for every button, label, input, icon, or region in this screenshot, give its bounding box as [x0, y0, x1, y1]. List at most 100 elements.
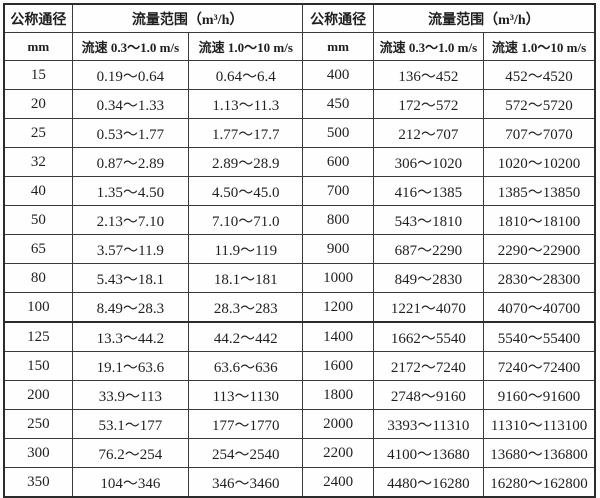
dn-cell: 80 — [3, 263, 73, 293]
low-speed-range-cell: 136～452 — [372, 60, 485, 90]
table-row: 25 0.53～1.77 1.77～17.7 500 212～707 707～7070 — [3, 118, 596, 148]
dn-cell: 700 — [302, 176, 374, 206]
dn-cell: 1600 — [302, 351, 374, 381]
high-speed-range-cell: 1385～13850 — [483, 176, 596, 206]
dn-cell: 40 — [3, 176, 73, 206]
table-row: 65 3.57～11.9 11.9～119 900 687～2290 2290～22900 — [3, 234, 596, 264]
low-speed-range-cell: 0.53～1.77 — [71, 118, 190, 148]
flow-rate-table-page: 公称通径 流量范围（m³/h） 公称通径 流量范围（m³/h） mm 流速 0.… — [3, 3, 596, 498]
table-row: 200 33.9～113 113～1130 1800 2748～9160 9160～916… — [3, 380, 596, 410]
high-speed-range-cell: 16280～162800 — [483, 467, 596, 498]
high-speed-range-cell: 572～5720 — [483, 89, 596, 119]
low-speed-range-cell: 5.43～18.1 — [71, 263, 190, 293]
high-speed-header-left: 流速 1.0～10 m/s — [188, 32, 304, 61]
low-speed-range-cell: 33.9～113 — [71, 380, 190, 410]
high-speed-range-cell: 1020～10200 — [483, 147, 596, 177]
high-speed-range-cell: 1.77～17.7 — [188, 118, 304, 148]
low-speed-range-cell: 306～1020 — [372, 147, 485, 177]
low-speed-range-cell: 19.1～63.6 — [71, 351, 190, 381]
dn-cell: 900 — [302, 234, 374, 264]
dn-cell: 450 — [302, 89, 374, 119]
high-speed-range-cell: 13680～136800 — [483, 438, 596, 468]
flow-range-header-left: 流量范围（m³/h） — [71, 3, 304, 33]
dn-cell: 150 — [3, 351, 73, 381]
low-speed-range-cell: 0.19～0.64 — [71, 60, 190, 90]
high-speed-range-cell: 5540～55400 — [483, 321, 596, 352]
table-row: 125 13.3～44.2 44.2～442 1400 1662～5540 5540～55… — [3, 321, 596, 352]
low-speed-range-cell: 8.49～28.3 — [71, 292, 190, 323]
dn-cell: 50 — [3, 205, 73, 235]
high-speed-range-cell: 2290～22900 — [483, 234, 596, 264]
low-speed-range-cell: 3.57～11.9 — [71, 234, 190, 264]
high-speed-range-cell: 18.1～181 — [188, 263, 304, 293]
low-speed-range-cell: 2172～7240 — [372, 351, 485, 381]
dn-cell: 32 — [3, 147, 73, 177]
dn-cell: 2000 — [302, 409, 374, 439]
table-row: 15 0.19～0.64 0.64～6.4 400 136～452 452～4520 — [3, 60, 596, 90]
table-row: 40 1.35～4.50 4.50～45.0 700 416～1385 1385～1385… — [3, 176, 596, 206]
low-speed-range-cell: 4100～13680 — [372, 438, 485, 468]
low-speed-range-cell: 4480～16280 — [372, 467, 485, 498]
high-speed-range-cell: 7240～72400 — [483, 351, 596, 381]
dn-cell: 1200 — [302, 292, 374, 323]
dn-cell: 200 — [3, 380, 73, 410]
high-speed-range-cell: 2.89～28.9 — [188, 147, 304, 177]
dn-cell: 2400 — [302, 467, 374, 498]
table-row: 80 5.43～18.1 18.1～181 1000 849～2830 2830～2830… — [3, 263, 596, 293]
low-speed-range-cell: 416～1385 — [372, 176, 485, 206]
low-speed-range-cell: 687～2290 — [372, 234, 485, 264]
high-speed-range-cell: 4.50～45.0 — [188, 176, 304, 206]
low-speed-range-cell: 849～2830 — [372, 263, 485, 293]
low-speed-range-cell: 212～707 — [372, 118, 485, 148]
high-speed-range-cell: 7.10～71.0 — [188, 205, 304, 235]
table-row: 32 0.87～2.89 2.89～28.9 600 306～1020 1020～1020… — [3, 147, 596, 177]
low-speed-range-cell: 3393～11310 — [372, 409, 485, 439]
low-speed-range-cell: 53.1～177 — [71, 409, 190, 439]
high-speed-range-cell: 113～1130 — [188, 380, 304, 410]
dn-cell: 100 — [3, 292, 73, 323]
dn-header-left: 公称通径 — [3, 3, 73, 33]
dn-header-right: 公称通径 — [302, 3, 374, 33]
dn-cell: 25 — [3, 118, 73, 148]
table-header-row-main: 公称通径 流量范围（m³/h） 公称通径 流量范围（m³/h） — [3, 3, 596, 33]
dn-cell: 800 — [302, 205, 374, 235]
high-speed-range-cell: 11310～113100 — [483, 409, 596, 439]
unit-header-left: mm — [3, 32, 73, 61]
high-speed-range-cell: 707～7070 — [483, 118, 596, 148]
high-speed-range-cell: 4070～40700 — [483, 292, 596, 323]
low-speed-range-cell: 543～1810 — [372, 205, 485, 235]
high-speed-range-cell: 2830～28300 — [483, 263, 596, 293]
low-speed-range-cell: 0.34～1.33 — [71, 89, 190, 119]
dn-cell: 400 — [302, 60, 374, 90]
flow-range-header-right: 流量范围（m³/h） — [372, 3, 596, 33]
high-speed-range-cell: 0.64～6.4 — [188, 60, 304, 90]
dn-cell: 65 — [3, 234, 73, 264]
table-row: 250 53.1～177 177～1770 2000 3393～11310 11310～1… — [3, 409, 596, 439]
dn-cell: 125 — [3, 321, 73, 352]
dn-cell: 300 — [3, 438, 73, 468]
high-speed-range-cell: 63.6～636 — [188, 351, 304, 381]
table-row: 350 104～346 346～3460 2400 4480～16280 16280～16… — [3, 467, 596, 498]
table-row: 20 0.34～1.33 1.13～11.3 450 172～572 572～5720 — [3, 89, 596, 119]
flow-rate-table: 公称通径 流量范围（m³/h） 公称通径 流量范围（m³/h） mm 流速 0.… — [3, 3, 596, 498]
high-speed-range-cell: 1.13～11.3 — [188, 89, 304, 119]
dn-cell: 20 — [3, 89, 73, 119]
low-speed-range-cell: 1662～5540 — [372, 321, 485, 352]
high-speed-header-right: 流速 1.0～10 m/s — [483, 32, 596, 61]
table-row: 50 2.13～7.10 7.10～71.0 800 543～1810 1810～1810… — [3, 205, 596, 235]
table-row: 100 8.49～28.3 28.3～283 1200 1221～4070 4070～40… — [3, 292, 596, 323]
low-speed-range-cell: 1.35～4.50 — [71, 176, 190, 206]
high-speed-range-cell: 452～4520 — [483, 60, 596, 90]
dn-cell: 15 — [3, 60, 73, 90]
high-speed-range-cell: 9160～91600 — [483, 380, 596, 410]
low-speed-range-cell: 0.87～2.89 — [71, 147, 190, 177]
low-speed-range-cell: 2748～9160 — [372, 380, 485, 410]
low-speed-range-cell: 76.2～254 — [71, 438, 190, 468]
dn-cell: 250 — [3, 409, 73, 439]
low-speed-range-cell: 13.3～44.2 — [71, 321, 190, 352]
table-row: 150 19.1～63.6 63.6～636 1600 2172～7240 7240～72… — [3, 351, 596, 381]
low-speed-range-cell: 1221～4070 — [372, 292, 485, 323]
table-body: 15 0.19～0.64 0.64～6.4 400 136～452 452～4520 20 0… — [3, 60, 596, 498]
high-speed-range-cell: 254～2540 — [188, 438, 304, 468]
low-speed-range-cell: 2.13～7.10 — [71, 205, 190, 235]
